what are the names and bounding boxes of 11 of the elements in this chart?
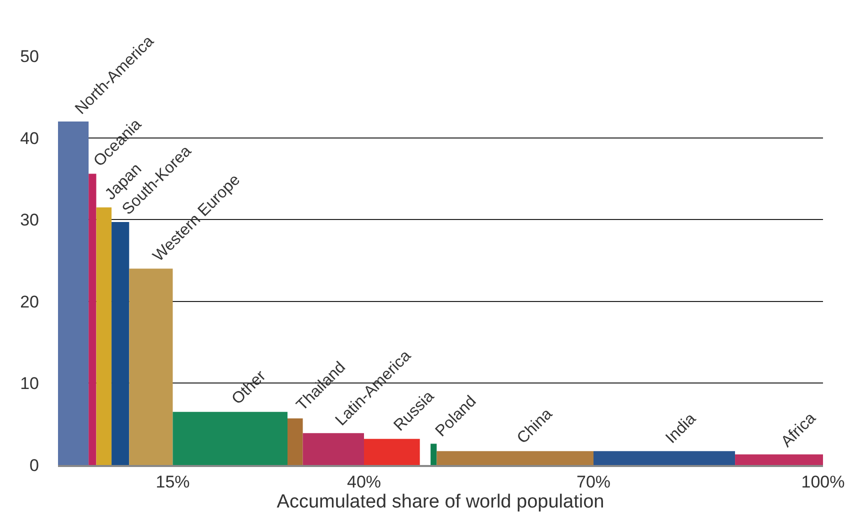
y-tick-label: 30 xyxy=(20,210,39,230)
x-tick-label: 15% xyxy=(156,472,190,492)
y-tick-label: 0 xyxy=(30,456,39,475)
x-tick-label: 70% xyxy=(576,472,611,492)
y-tick-label: 40 xyxy=(20,128,39,148)
y-tick-label: 50 xyxy=(20,46,39,66)
x-tick-label: 100% xyxy=(801,472,845,492)
x-axis-title: Accumulated share of world population xyxy=(276,491,604,512)
y-tick-label: 10 xyxy=(20,374,39,394)
y-tick-label: 20 xyxy=(20,292,39,312)
x-tick-label: 40% xyxy=(346,472,382,492)
